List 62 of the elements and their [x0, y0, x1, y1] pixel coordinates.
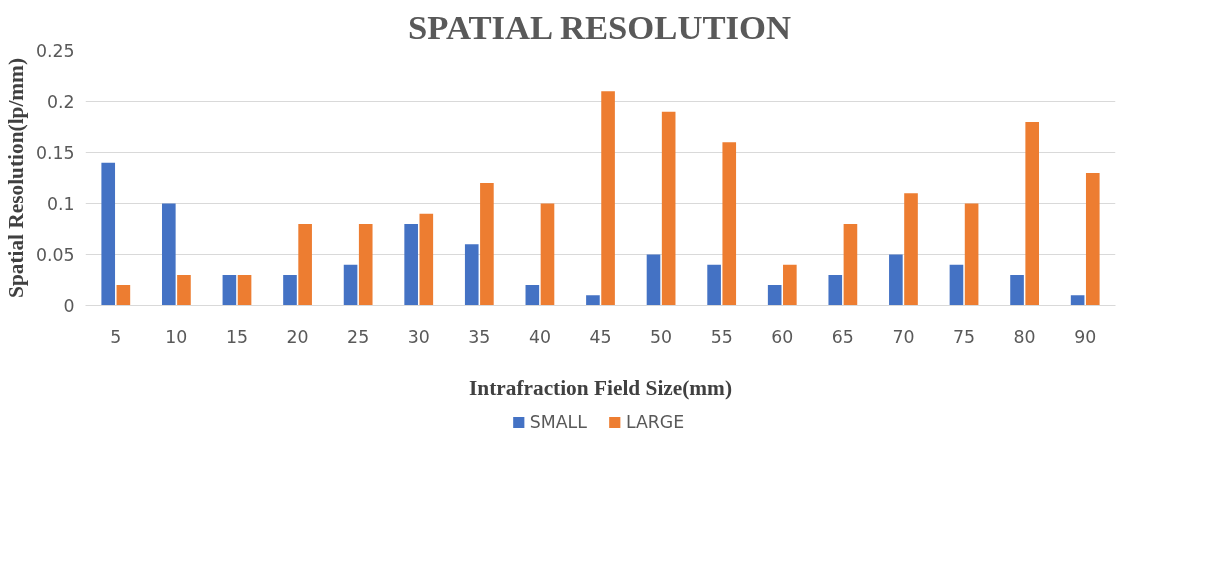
x-tick-label: 55	[710, 326, 733, 347]
bar	[237, 274, 252, 306]
bar	[601, 91, 615, 306]
bar	[1025, 121, 1040, 306]
bar	[464, 244, 479, 306]
bar	[540, 203, 555, 306]
y-tick-label: 0.15	[35, 143, 75, 163]
x-tick-label: 15	[225, 326, 249, 347]
y-tick-label: 0.25	[35, 41, 75, 61]
bar	[283, 274, 297, 306]
x-tick-label: 70	[892, 326, 915, 347]
bar	[964, 203, 979, 306]
x-tick-label: 80	[1013, 326, 1036, 347]
bar	[783, 264, 797, 306]
x-tick-label: 20	[286, 326, 309, 347]
x-axis-title: Intrafraction Field Size(mm)	[469, 375, 732, 400]
bar	[404, 223, 418, 306]
bar	[767, 285, 782, 306]
y-tick-label: 0.1	[46, 194, 75, 214]
bar	[707, 264, 721, 306]
bar	[525, 285, 540, 306]
x-tick-label: 25	[347, 326, 370, 347]
bar	[1070, 295, 1085, 306]
y-tick-label: 0.05	[35, 245, 75, 265]
x-tick-label: 50	[650, 326, 673, 347]
bar	[646, 254, 661, 306]
bar	[161, 203, 176, 306]
bar	[1085, 172, 1100, 306]
x-tick-label: 40	[528, 326, 551, 347]
x-tick-label: 30	[407, 326, 430, 347]
y-tick-label: 0	[63, 296, 75, 316]
bar	[661, 111, 676, 306]
bar	[298, 223, 312, 306]
bar	[101, 162, 116, 306]
x-tick-label: 90	[1074, 326, 1097, 347]
bar	[480, 183, 494, 306]
bar	[949, 264, 964, 306]
y-axis-title: Spatial Resolution(lp/mm)	[3, 58, 28, 298]
bar	[843, 223, 858, 306]
bar	[419, 213, 434, 306]
x-tick-label: 65	[831, 326, 854, 347]
x-tick-label: 60	[771, 326, 794, 347]
bar	[358, 223, 373, 306]
bar	[889, 254, 903, 306]
x-tick-label: 45	[589, 326, 612, 347]
bar	[222, 274, 237, 306]
x-tick-label: 35	[468, 326, 491, 347]
y-tick-label: 0.2	[46, 92, 75, 112]
bar	[343, 264, 358, 306]
chart-title: SPATIAL RESOLUTION	[408, 7, 792, 46]
x-tick-label: 75	[953, 326, 976, 347]
bar	[828, 274, 843, 306]
legend-label: LARGE	[625, 412, 685, 432]
bar	[1010, 274, 1024, 306]
bar	[586, 295, 600, 306]
x-tick-label: 10	[165, 326, 188, 347]
bar	[722, 142, 737, 306]
bar	[177, 274, 191, 306]
bar	[116, 285, 131, 306]
x-tick-label: 5	[110, 326, 122, 347]
bar	[904, 193, 918, 306]
legend-label: SMALL	[529, 412, 587, 432]
